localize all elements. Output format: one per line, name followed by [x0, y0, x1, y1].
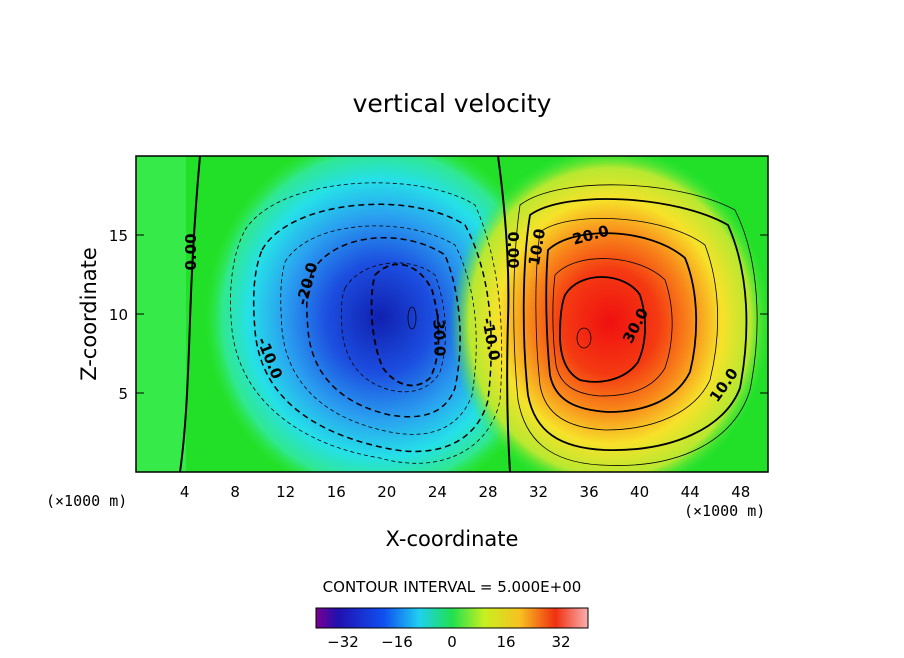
colorbar-tick-label: 0 — [447, 633, 457, 651]
y-tick-label: 5 — [118, 385, 128, 403]
contour-pos5 — [513, 184, 758, 466]
colorbar-tick-label: 32 — [551, 633, 570, 651]
x-tick-label: 24 — [428, 483, 447, 501]
z-unit-note: (×1000 m) — [46, 492, 127, 510]
zero-contour-mid — [497, 156, 511, 472]
contour-neg30 — [370, 263, 440, 387]
chart-title: vertical velocity — [353, 89, 552, 118]
colorbar-tick-label: −16 — [381, 633, 413, 651]
x-tick-label: 4 — [180, 483, 190, 501]
x-tick-label: 28 — [478, 483, 497, 501]
contour-pos15 — [535, 218, 719, 431]
contour-label: 0.00 — [504, 231, 522, 268]
x-tick-label: 44 — [681, 483, 700, 501]
x-tick-label: 16 — [327, 483, 346, 501]
x-tick-label: 20 — [377, 483, 396, 501]
x-tick-label: 8 — [230, 483, 240, 501]
contour-pos25 — [552, 258, 673, 397]
colorbar-gradient — [315, 607, 589, 629]
x-axis: 4 8 12 16 20 24 28 32 36 40 44 48 — [180, 483, 751, 501]
contour-neg20 — [306, 237, 461, 418]
y-tick-label: 10 — [109, 306, 128, 324]
contour-neg10 — [252, 203, 492, 453]
contour-label: -30.0 — [429, 313, 448, 357]
colorbar-tick-label: −32 — [327, 633, 359, 651]
y-tick-label: 15 — [109, 227, 128, 245]
contour-interval-note: CONTOUR INTERVAL = 5.000E+00 — [323, 578, 582, 596]
contour-pos20 — [545, 232, 698, 413]
x-tick-label: 32 — [529, 483, 548, 501]
contour-neg-core — [407, 306, 417, 330]
x-tick-label: 40 — [630, 483, 649, 501]
contour-neg15 — [280, 225, 477, 435]
x-tick-label: 48 — [731, 483, 750, 501]
contour-pos10 — [522, 198, 748, 451]
contour-neg25 — [341, 262, 446, 393]
plot-area — [136, 156, 768, 472]
contour-neg5 — [230, 182, 503, 464]
zero-contour-left — [179, 156, 201, 472]
contour-pos-core — [576, 327, 592, 349]
x-tick-label: 36 — [580, 483, 599, 501]
contour-pos30 — [559, 276, 646, 383]
x-unit-note: (×1000 m) — [684, 502, 765, 520]
x-axis-label: X-coordinate — [386, 527, 519, 551]
contour-label: 0.00 — [182, 233, 200, 270]
left-green-band — [136, 156, 186, 472]
colorbar-tick-label: 16 — [496, 633, 515, 651]
y-axis-label: Z-coordinate — [77, 247, 101, 381]
colorbar: −32 −16 0 16 32 — [315, 607, 589, 651]
x-tick-label: 12 — [276, 483, 295, 501]
y-axis: 5 10 15 — [109, 227, 768, 403]
